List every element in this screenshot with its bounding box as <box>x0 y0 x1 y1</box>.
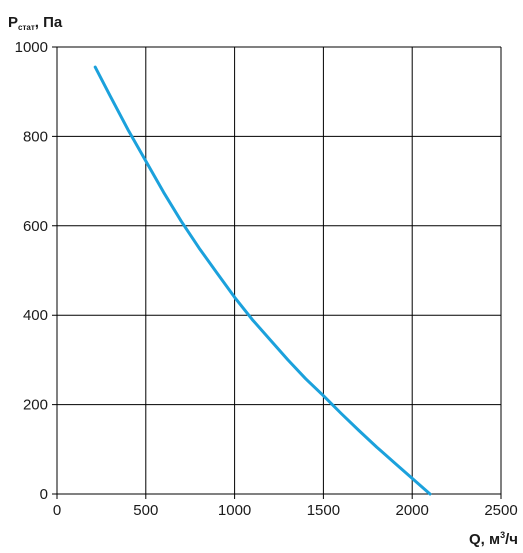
x-tick-label-2: 1000 <box>218 502 251 519</box>
y-tick-label-1: 200 <box>23 397 48 414</box>
grid <box>52 46 502 499</box>
x-tick-label-1: 500 <box>133 502 158 519</box>
x-tick-label-0: 0 <box>53 502 61 519</box>
series-group <box>93 65 432 496</box>
y-tick-label-5: 1000 <box>15 39 48 56</box>
x-tick-label-4: 2000 <box>396 502 429 519</box>
y-axis-label-sub: стат <box>18 23 35 32</box>
x-axis-label: Q, м3/ч <box>469 530 518 548</box>
tick-labels: 0 500 1000 1500 2000 2500 0 200 400 600 800 1000 <box>15 39 518 519</box>
y-axis-label: Pстат, Па <box>8 14 63 32</box>
y-tick-label-2: 400 <box>23 307 48 324</box>
y-tick-label-4: 800 <box>23 128 48 145</box>
y-tick-label-0: 0 <box>40 486 48 503</box>
y-axis-label-unit: , Па <box>35 14 63 31</box>
x-axis-label-unit: /ч <box>505 531 518 548</box>
x-axis-label-sup: 3 <box>500 530 505 540</box>
y-tick-label-3: 600 <box>23 218 48 235</box>
x-tick-label-3: 1500 <box>307 502 340 519</box>
y-axis-label-main: P <box>8 14 18 31</box>
series-line-0 <box>93 65 432 496</box>
x-axis-label-main: Q, м <box>469 531 500 548</box>
x-tick-label-5: 2500 <box>484 502 517 519</box>
